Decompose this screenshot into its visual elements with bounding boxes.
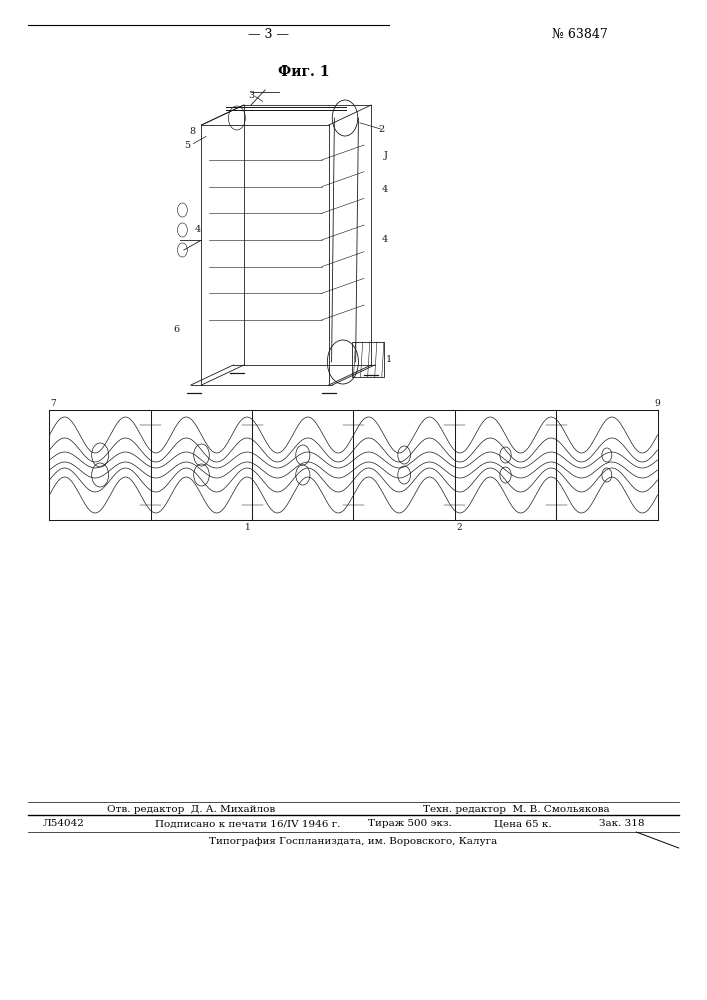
Text: 3: 3 — [248, 91, 254, 100]
Text: 2: 2 — [457, 522, 462, 531]
Text: Л54042: Л54042 — [42, 820, 85, 828]
Text: 4: 4 — [195, 226, 201, 234]
Text: 7: 7 — [50, 398, 56, 408]
Text: J: J — [383, 150, 387, 159]
Text: Цена 65 к.: Цена 65 к. — [494, 820, 552, 828]
Text: 2: 2 — [379, 125, 385, 134]
Text: 6: 6 — [174, 326, 180, 334]
Text: — 3 —: — 3 — — [248, 27, 289, 40]
Text: Фиг. 1: Фиг. 1 — [279, 65, 329, 79]
Text: 4: 4 — [382, 186, 388, 194]
Text: 1: 1 — [245, 522, 250, 531]
Text: Типография Госпланиздата, им. Воровского, Калуга: Типография Госпланиздата, им. Воровского… — [209, 836, 498, 846]
Text: Отв. редактор  Д. А. Михайлов: Отв. редактор Д. А. Михайлов — [107, 804, 275, 814]
Text: Тираж 500 экз.: Тираж 500 экз. — [368, 820, 452, 828]
Text: 4: 4 — [382, 235, 388, 244]
Text: Техн. редактор  М. В. Смольякова: Техн. редактор М. В. Смольякова — [423, 804, 609, 814]
Text: 5: 5 — [185, 140, 190, 149]
Bar — [352, 342, 384, 377]
Text: 9: 9 — [655, 398, 660, 408]
Text: Подписано к печати 16/IV 1946 г.: Подписано к печати 16/IV 1946 г. — [155, 820, 340, 828]
Text: 8: 8 — [189, 127, 195, 136]
Text: № 63847: № 63847 — [552, 27, 607, 40]
Text: 1: 1 — [386, 356, 392, 364]
Text: Зак. 318: Зак. 318 — [600, 820, 645, 828]
